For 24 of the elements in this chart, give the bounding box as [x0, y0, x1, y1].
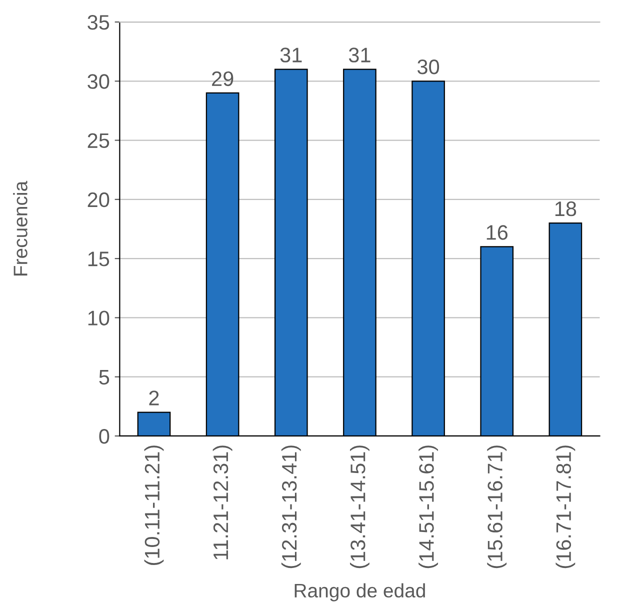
y-axis-title: Frecuencia [13, 180, 28, 276]
y-tick-label: 0 [99, 428, 110, 444]
data-label: 31 [348, 48, 370, 62]
y-tick-label: 5 [99, 370, 110, 385]
y-tick-label: 20 [88, 192, 110, 208]
x-tick-label: (15.61-16.71) [487, 446, 507, 568]
data-label: 31 [280, 48, 302, 62]
y-tick-label: 10 [88, 310, 110, 326]
y-tick-label: 15 [88, 252, 110, 266]
x-tick-label: (14.51-15.61) [418, 446, 438, 568]
data-label: 16 [486, 225, 508, 240]
x-tick-label: (10.11-11.21) [144, 446, 164, 566]
x-tick-label: (16.71-17.81) [556, 446, 576, 568]
data-label: 30 [417, 60, 440, 74]
data-label: 18 [555, 201, 576, 216]
data-label: 2 [149, 390, 159, 406]
x-tick-label: 11.21-12.31) [212, 446, 232, 560]
x-tick-label: (12.31-13.41) [281, 446, 301, 568]
x-axis-title: Rango de edad [294, 583, 425, 602]
y-tick-label: 30 [88, 74, 110, 89]
y-tick-label: 25 [88, 133, 110, 148]
x-tick-label: (13.41-14.51) [350, 446, 370, 568]
y-tick-label: 35 [88, 15, 110, 30]
data-label: 29 [212, 71, 234, 86]
